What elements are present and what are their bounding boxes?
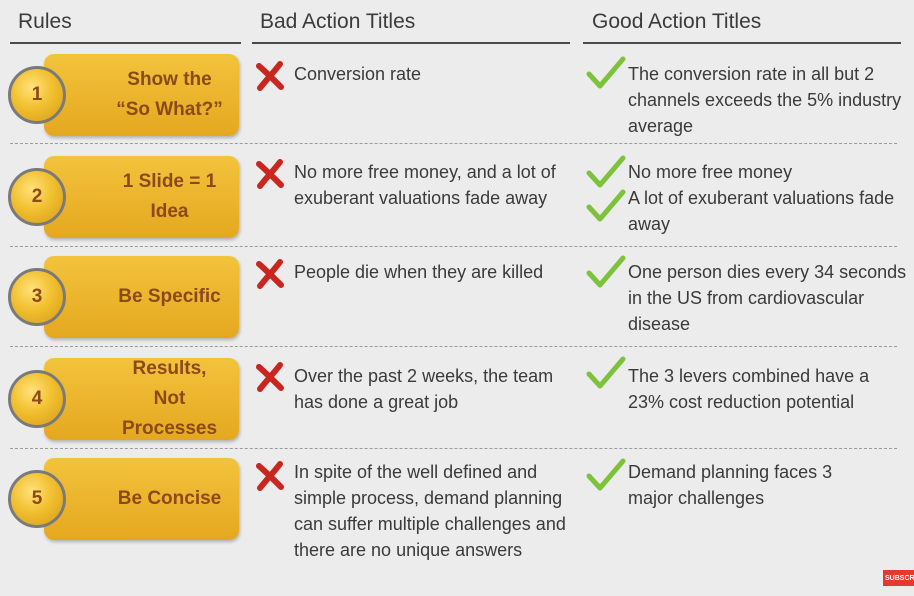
rule-pill: Be Concise xyxy=(44,458,239,540)
rule-label: Show the “So What?” xyxy=(116,69,223,120)
bad-title-text: Over the past 2 weeks, the team has done… xyxy=(294,366,554,412)
row-separator xyxy=(10,346,897,347)
good-title-text: A lot of exuberant valuations fade away xyxy=(628,188,895,234)
check-icon xyxy=(586,458,626,491)
check-icon xyxy=(586,56,626,89)
row-separator xyxy=(10,448,897,449)
row-separator xyxy=(10,246,897,247)
rule-label: 1 Slide = 1 Idea xyxy=(122,171,217,222)
rule-label: Be Concise xyxy=(117,488,222,509)
good-titles-header: Good Action Titles xyxy=(592,10,762,33)
check-icon xyxy=(586,189,626,222)
bad-title-text: In spite of the well defined and simple … xyxy=(294,462,566,560)
cross-icon xyxy=(256,461,284,491)
check-icon xyxy=(586,356,626,389)
rule-pill: 1 Slide = 1 Idea xyxy=(44,156,239,238)
good-title-text: The 3 levers combined have a 23% cost re… xyxy=(628,366,870,412)
cross-icon xyxy=(256,61,284,91)
rule-number-badge: 5 xyxy=(8,470,66,528)
rule-pill: Be Specific xyxy=(44,256,239,338)
rule-number-badge: 2 xyxy=(8,168,66,226)
check-icon xyxy=(586,255,626,288)
bad-header-underline xyxy=(252,42,570,44)
rules-header-underline xyxy=(10,42,241,44)
cross-icon xyxy=(256,362,284,392)
rule-pill: Results, Not Processes xyxy=(44,358,239,440)
good-header-underline xyxy=(583,42,901,44)
good-title-text: One person dies every 34 seconds in the … xyxy=(628,262,907,334)
rule-label: Results, Not Processes xyxy=(121,358,218,439)
bad-title-text: People die when they are killed xyxy=(294,262,544,282)
rule-number-badge: 3 xyxy=(8,268,66,326)
good-title-text: The conversion rate in all but 2 channel… xyxy=(628,64,902,136)
row-separator xyxy=(10,143,897,144)
good-title-text: Demand planning faces 3 major challenges xyxy=(628,462,833,508)
cross-icon xyxy=(256,259,284,289)
rule-number-badge: 4 xyxy=(8,370,66,428)
rule-pill: Show the “So What?” xyxy=(44,54,239,136)
subscribe-button[interactable]: SUBSCRIBE xyxy=(883,570,914,586)
rule-number-badge: 1 xyxy=(8,66,66,124)
bad-title-text: Conversion rate xyxy=(294,64,422,84)
check-icon xyxy=(586,155,626,188)
rule-label: Be Specific xyxy=(118,286,221,307)
bad-title-text: No more free money, and a lot of exubera… xyxy=(294,162,556,208)
rules-header: Rules xyxy=(18,10,72,33)
good-title-text: No more free money xyxy=(628,162,793,182)
bad-titles-header: Bad Action Titles xyxy=(260,10,416,33)
cross-icon xyxy=(256,159,284,189)
